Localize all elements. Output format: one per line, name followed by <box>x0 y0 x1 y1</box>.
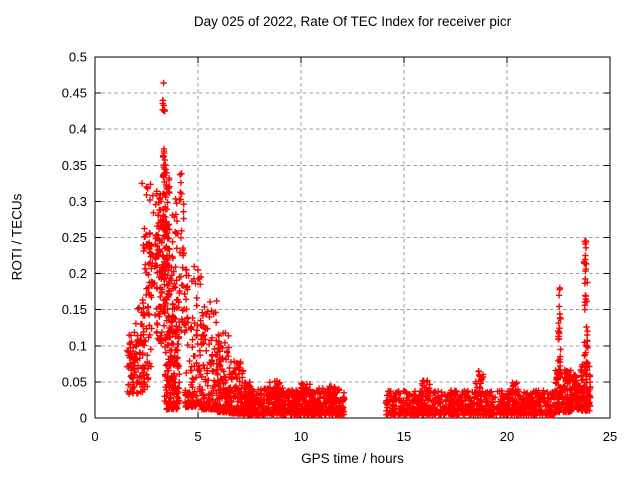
y-tick-label: 0.15 <box>62 302 87 317</box>
plot-border <box>94 56 611 419</box>
x-tick-label: 25 <box>603 429 617 444</box>
y-tick-label: 0.3 <box>69 194 87 209</box>
y-tick-label: 0.4 <box>69 122 87 137</box>
y-tick-labels: 0 0.05 0.1 0.15 0.2 0.25 0.3 0.35 0.4 0.45 0.5 <box>62 50 87 426</box>
chart-title: Day 025 of 2022, Rate Of TEC Index for r… <box>193 14 512 29</box>
x-tick-label: 5 <box>194 429 201 444</box>
y-tick-label: 0.25 <box>62 230 87 245</box>
x-axis-label: GPS time / hours <box>301 451 404 466</box>
x-tick-label: 20 <box>500 429 514 444</box>
y-tick-label: 0.1 <box>69 338 87 353</box>
x-tick-label: 10 <box>294 429 308 444</box>
y-tick-label: 0 <box>80 411 87 426</box>
x-tick-label: 0 <box>91 429 98 444</box>
y-tick-label: 0.05 <box>62 374 87 389</box>
y-tick-label: 0.5 <box>69 50 87 65</box>
x-tick-labels: 0 5 10 15 20 25 <box>91 429 617 444</box>
grid-lines <box>95 57 610 418</box>
y-tick-label: 0.45 <box>62 86 87 101</box>
x-tick-label: 15 <box>397 429 411 444</box>
scatter-points-roti <box>123 79 594 419</box>
y-tick-label: 0.35 <box>62 158 87 173</box>
y-tick-label: 0.2 <box>69 266 87 281</box>
